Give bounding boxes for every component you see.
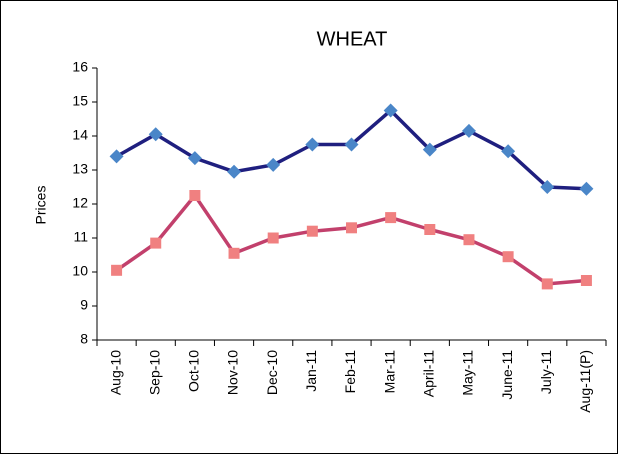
x-tick-label: May-11 bbox=[460, 350, 476, 396]
point-marker bbox=[502, 251, 514, 263]
point-marker bbox=[189, 190, 201, 201]
point-marker bbox=[148, 127, 163, 142]
point-marker bbox=[501, 144, 516, 159]
point-marker bbox=[346, 222, 357, 234]
point-marker bbox=[267, 232, 279, 244]
point-marker bbox=[266, 157, 281, 172]
x-tick-label: Nov-10 bbox=[225, 350, 241, 395]
x-tick-label: June-11 bbox=[499, 350, 515, 400]
x-tick-label: Sep-10 bbox=[146, 350, 162, 395]
y-tick-label: 11 bbox=[73, 229, 88, 245]
point-marker bbox=[385, 212, 397, 224]
y-tick-label: 8 bbox=[80, 331, 88, 347]
x-tick-label: Dec-10 bbox=[264, 350, 280, 395]
chart-title: WHEAT bbox=[317, 28, 388, 50]
y-tick-label: 16 bbox=[72, 59, 88, 75]
point-marker bbox=[540, 180, 555, 194]
point-marker bbox=[422, 142, 437, 157]
point-marker bbox=[150, 237, 162, 249]
y-axis-label: Prices bbox=[33, 186, 49, 225]
point-marker bbox=[228, 247, 240, 259]
x-tick-label: July-11 bbox=[538, 350, 554, 394]
y-tick-label: 9 bbox=[80, 297, 88, 313]
x-tick-label: Aug-10 bbox=[107, 350, 123, 395]
y-tick-label: 13 bbox=[72, 161, 88, 177]
y-tick-label: 12 bbox=[72, 195, 88, 211]
y-tick-label: 14 bbox=[72, 127, 88, 143]
point-marker bbox=[383, 103, 398, 118]
point-marker bbox=[579, 181, 594, 196]
x-tick-label: April-11 bbox=[421, 350, 437, 397]
point-marker bbox=[344, 137, 359, 152]
x-tick-label: Feb-11 bbox=[342, 350, 358, 394]
point-marker bbox=[424, 224, 436, 235]
point-marker bbox=[306, 225, 318, 237]
point-marker bbox=[187, 151, 202, 166]
point-marker bbox=[463, 234, 475, 246]
y-tick-label: 15 bbox=[72, 93, 88, 109]
point-marker bbox=[109, 149, 124, 164]
x-tick-label: Mar-11 bbox=[381, 350, 397, 394]
x-tick-label: Jan-11 bbox=[303, 350, 319, 392]
x-tick-label: Aug-11(P) bbox=[577, 350, 593, 413]
x-tick-label: Oct-10 bbox=[186, 350, 202, 392]
y-tick-label: 10 bbox=[72, 263, 88, 279]
point-marker bbox=[541, 278, 553, 290]
point-marker bbox=[580, 275, 592, 286]
point-marker bbox=[305, 137, 320, 152]
point-marker bbox=[111, 264, 123, 276]
point-marker bbox=[461, 123, 476, 138]
point-marker bbox=[227, 164, 242, 179]
